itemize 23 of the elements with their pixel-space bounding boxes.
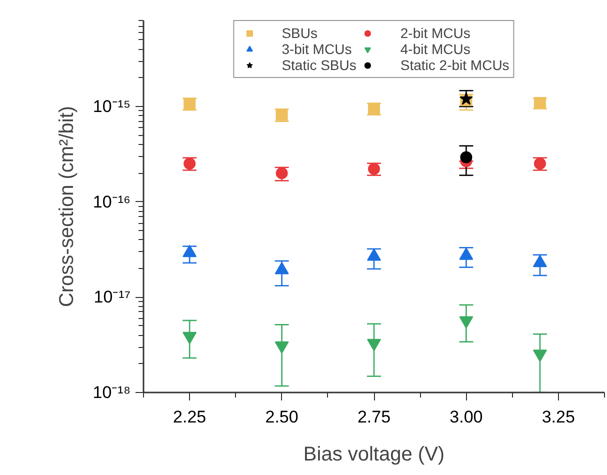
point (182, 332, 197, 344)
y-tick-label: 10⁻¹⁶ (92, 192, 131, 212)
point (460, 151, 472, 164)
x-tick-label: 3.00 (450, 408, 483, 426)
y-axis-title: Cross-section (cm²/bit) (56, 106, 78, 308)
legend-label: Static 2-bit MCUs (400, 57, 510, 73)
legend-label: SBUs (282, 25, 318, 41)
x-tick-label: 3.25 (542, 408, 575, 426)
y-tick-label: 10⁻¹⁵ (92, 97, 131, 116)
point (459, 316, 474, 328)
y-tick-label: 10⁻¹⁷ (94, 288, 131, 307)
x-tick-label: 2.50 (265, 408, 298, 426)
point (367, 338, 381, 352)
y-tick-label: 10⁻¹⁸ (92, 383, 131, 402)
legend-label: 4-bit MCUs (400, 41, 470, 57)
x-tick-label: 2.75 (357, 408, 391, 426)
legend-label: Static SBUs (282, 57, 356, 73)
x-tick-label: 2.25 (173, 408, 206, 426)
x-axis-title: Bias voltage (V) (303, 444, 445, 466)
legend-label: 3-bit MCUs (282, 41, 352, 57)
legend-label: 2-bit MCUs (400, 25, 470, 41)
point (274, 341, 289, 354)
point (532, 350, 547, 362)
